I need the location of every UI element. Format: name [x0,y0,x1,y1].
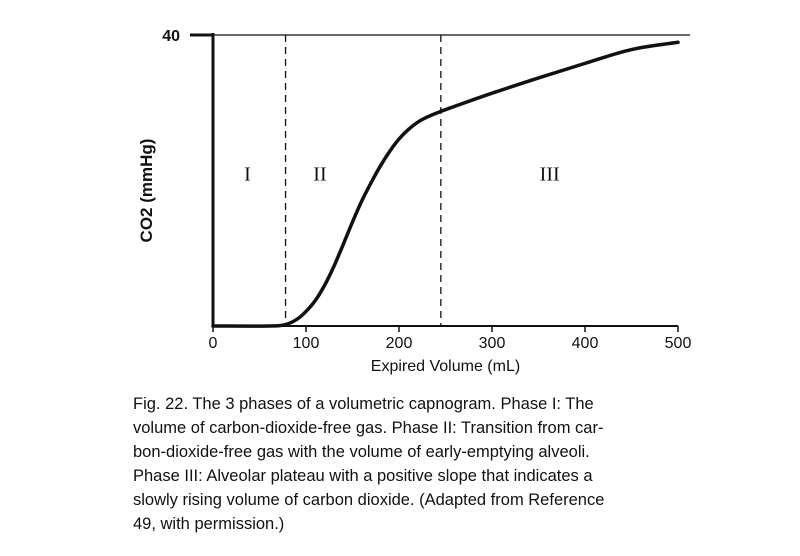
phase-label: I [244,164,251,186]
caption-line: 49, with permission.) [133,515,285,533]
y-tick-label: 40 [162,28,180,45]
caption-line: Phase III: Alveolar plateau with a posit… [133,467,593,485]
x-tick-label: 100 [293,335,320,352]
x-tick-label: 500 [665,335,692,352]
co2-curve [211,40,680,328]
x-tick-label: 400 [572,335,599,352]
x-tick-label: 200 [386,335,413,352]
chart-axes [190,33,690,332]
caption-line: volume of carbon-dioxide-free gas. Phase… [133,419,604,437]
caption-line: slowly rising volume of carbon dioxide. … [133,491,605,509]
x-tick-label: 300 [479,335,506,352]
phase-label: III [540,164,560,186]
x-tick-label: 0 [209,335,218,352]
chart-marks [211,35,680,328]
y-axis-label: CO2 (mmHg) [137,139,156,243]
caption-line: bon-dioxide-free gas with the volume of … [133,443,590,461]
x-axis-label: Expired Volume (mL) [371,358,520,375]
phase-label: II [313,164,326,186]
figure-caption: Fig. 22. The 3 phases of a volumetric ca… [133,392,713,536]
caption-line: Fig. 22. The 3 phases of a volumetric ca… [133,395,594,413]
